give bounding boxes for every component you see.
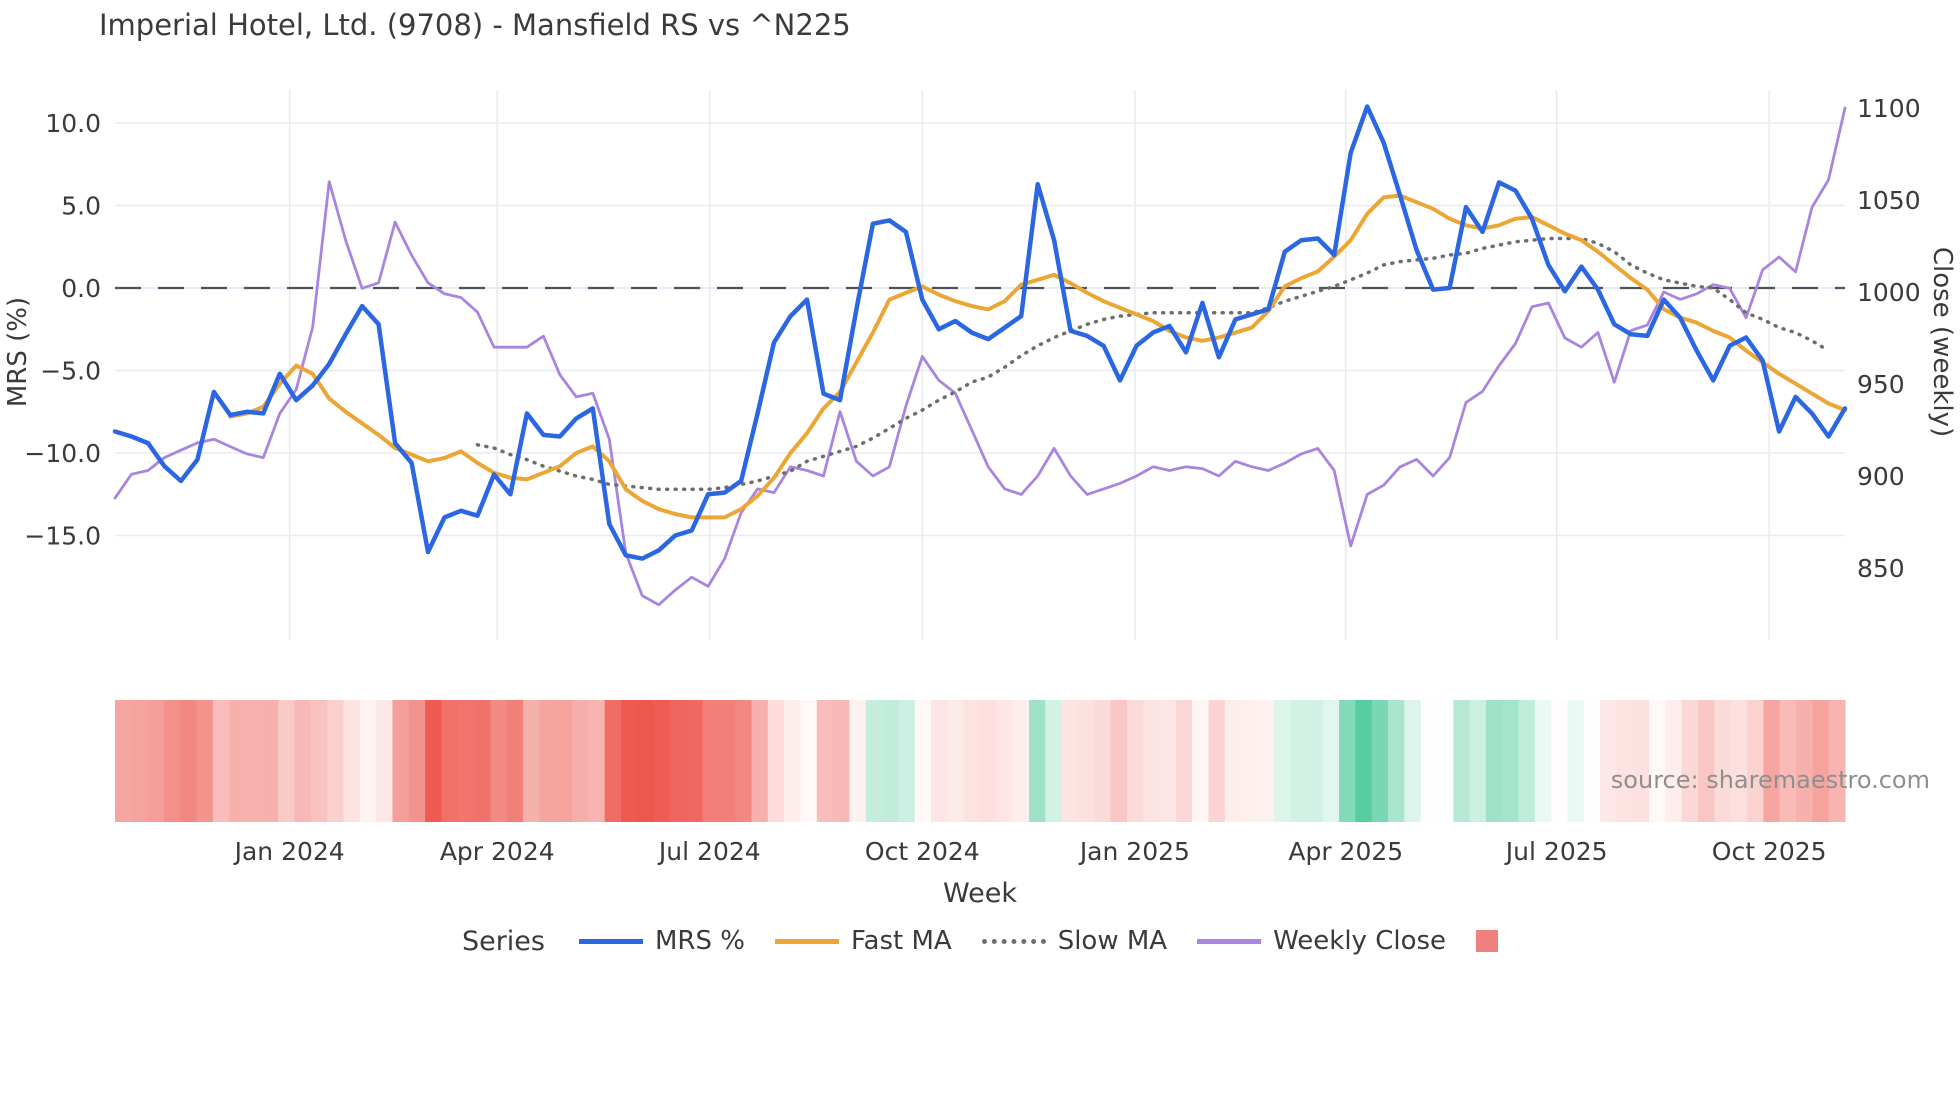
- heatmap-strip: [115, 700, 1846, 822]
- svg-text:850: 850: [1857, 554, 1905, 583]
- legend-item-slow-ma: Slow MA: [981, 926, 1168, 956]
- svg-text:−15.0: −15.0: [24, 522, 101, 551]
- svg-text:−5.0: −5.0: [40, 357, 101, 386]
- svg-text:1100: 1100: [1857, 94, 1921, 123]
- slow-ma-dotted-swatch-icon: [981, 938, 1046, 944]
- weekly-close-line-swatch-icon: [1197, 938, 1262, 944]
- svg-text:0.0: 0.0: [61, 274, 101, 303]
- chart-title: Imperial Hotel, Ltd. (9708) - Mansfield …: [99, 8, 851, 42]
- legend-item-mrs: MRS %: [578, 926, 745, 956]
- svg-text:1000: 1000: [1857, 278, 1921, 307]
- x-tick-labels: Jan 2024 Apr 2024 Jul 2024 Oct 2024 Jan 2025…: [233, 837, 1827, 866]
- series-fast-ma: [228, 193, 1847, 520]
- series-mrs-: [112, 104, 1848, 561]
- svg-text:Oct 2024: Oct 2024: [865, 837, 980, 866]
- legend-item-label: MRS %: [654, 926, 745, 956]
- svg-text:1050: 1050: [1857, 186, 1921, 215]
- legend-item-fast-ma: Fast MA: [774, 926, 952, 956]
- legend-item-label: Slow MA: [1057, 926, 1168, 956]
- x-axis-title: Week: [943, 878, 1017, 909]
- fast-ma-line-swatch-icon: [774, 938, 839, 944]
- vertical-gridlines: [288, 90, 1771, 640]
- source-note: source: sharemaestro.com: [1610, 766, 1930, 794]
- svg-text:Jan 2025: Jan 2025: [1078, 837, 1190, 866]
- legend-item-heatmap: [1476, 930, 1499, 952]
- svg-text:Jul 2025: Jul 2025: [1504, 837, 1608, 866]
- legend-item-weekly-close: Weekly Close: [1197, 926, 1446, 956]
- series-slow-ma: [475, 236, 1831, 492]
- series-weekly-close: [113, 106, 1847, 607]
- heatmap-swatch-icon: [1476, 930, 1499, 952]
- horizontal-gridlines: [115, 122, 1845, 537]
- svg-text:Oct 2025: Oct 2025: [1712, 837, 1827, 866]
- svg-text:950: 950: [1857, 370, 1905, 399]
- svg-text:Jan 2024: Jan 2024: [233, 837, 345, 866]
- svg-text:Jul 2024: Jul 2024: [657, 837, 761, 866]
- right-tick-labels: 1100 1050 1000 950 900 850: [1857, 94, 1921, 583]
- legend: Series MRS % Fast MA Slow MA Weekly Clos…: [0, 918, 1960, 964]
- legend-item-label: Fast MA: [850, 926, 952, 956]
- legend-item-label: Weekly Close: [1273, 926, 1447, 956]
- svg-text:10.0: 10.0: [45, 109, 101, 138]
- svg-text:5.0: 5.0: [61, 192, 101, 221]
- svg-text:−10.0: −10.0: [24, 439, 101, 468]
- left-tick-labels: 10.0 5.0 0.0 −5.0 −10.0 −15.0: [24, 109, 101, 551]
- svg-text:Apr 2024: Apr 2024: [440, 837, 555, 866]
- mrs-line-swatch-icon: [578, 938, 643, 944]
- legend-title: Series: [461, 925, 545, 957]
- svg-text:900: 900: [1857, 462, 1905, 491]
- svg-text:Apr 2025: Apr 2025: [1288, 837, 1403, 866]
